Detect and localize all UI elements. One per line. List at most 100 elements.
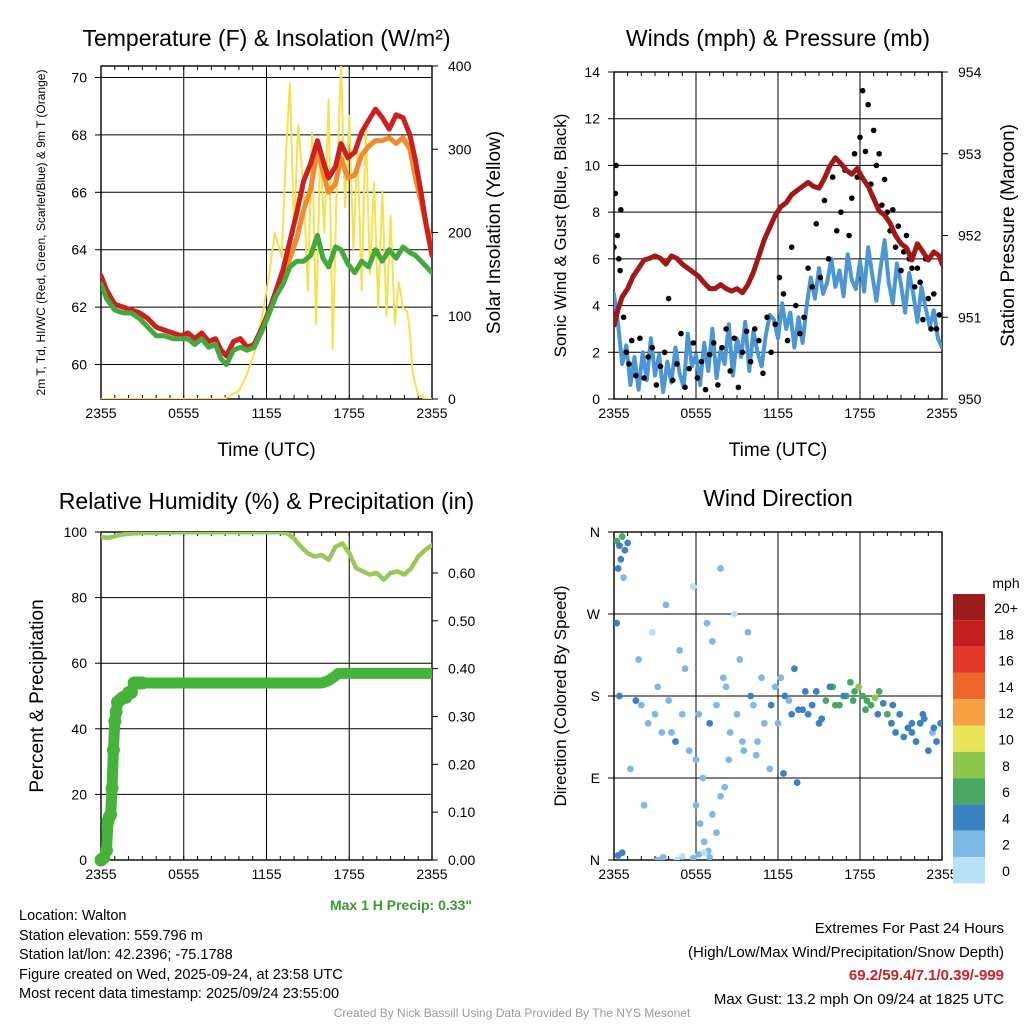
winds-gust-point	[857, 134, 863, 141]
temperature-frame	[100, 65, 433, 400]
wind-direction-point	[754, 738, 761, 745]
humidity-y2tick-label: 0.60	[448, 565, 475, 581]
wind-direction-point	[644, 719, 652, 727]
winds-ytick-label: 4	[592, 298, 600, 314]
humidity-precip-point	[104, 808, 118, 822]
winds-gust-point	[657, 363, 664, 370]
winds-gust-point	[876, 150, 882, 157]
humidity-precip-point	[108, 714, 122, 728]
winds-xtick-label: 2355	[926, 405, 957, 421]
colorbar-swatch	[953, 620, 985, 647]
winds-ytick-label: 12	[584, 111, 600, 127]
credit-line: Created By Nick Bassill Using Data Provi…	[333, 1006, 691, 1020]
wind-direction-point	[624, 539, 632, 547]
winds-gust-point	[617, 267, 623, 274]
humidity-y2tick-label: 0.50	[448, 613, 475, 629]
humidity-precip-point	[109, 705, 123, 719]
winds-gust-point	[788, 244, 795, 250]
wind-direction-point	[678, 710, 686, 718]
winds-ytick-label: 0	[592, 391, 600, 407]
wind_direction-xtick-label: 1155	[763, 866, 793, 882]
colorbar-label: 4	[1002, 810, 1010, 826]
wind-direction-point	[740, 747, 748, 755]
wind-direction-point	[912, 738, 920, 745]
winds-gust-point	[833, 228, 840, 234]
wind-direction-point	[672, 738, 679, 745]
wind-direction-point	[699, 774, 707, 782]
winds-series-station-pressure	[614, 155, 942, 328]
wind-direction-point	[924, 747, 932, 755]
humidity-xtick-label: 1755	[334, 866, 365, 882]
winds-gust-point	[931, 291, 937, 297]
winds-gust-point	[862, 148, 869, 155]
winds-ytick-label: 2	[592, 344, 600, 360]
winds-gust-point	[760, 370, 766, 377]
wind-direction-point	[658, 729, 666, 736]
wind-direction-point	[747, 692, 755, 700]
winds-gust-point	[669, 377, 676, 384]
wind-direction-point	[785, 697, 793, 704]
wind-direction-point	[930, 724, 938, 732]
wind-direction-point	[637, 701, 645, 709]
winds-gust-point	[829, 174, 836, 180]
wind-direction-point	[739, 738, 746, 745]
wind-direction-point	[862, 706, 869, 714]
winds-gust-point	[653, 382, 660, 388]
winds-gust-point	[838, 209, 844, 215]
wind-direction-point	[799, 706, 806, 714]
wind-direction-point	[871, 694, 879, 702]
winds-gust-point	[715, 382, 721, 388]
wind-direction-point	[673, 856, 681, 860]
winds-gust-point	[851, 150, 858, 157]
wind-direction-point	[692, 756, 700, 764]
wind-direction-point	[867, 701, 875, 709]
winds-ytick-label: 14	[584, 64, 600, 80]
wind-direction-point	[627, 765, 634, 773]
wind-direction-point	[908, 729, 916, 736]
wind-direction-point	[620, 574, 627, 581]
winds-gust-point	[678, 330, 684, 337]
wind-direction-point	[875, 688, 883, 695]
wind-direction-point	[618, 533, 626, 540]
humidity-precip-point	[135, 676, 149, 690]
temperature-ytick-label: 66	[71, 184, 87, 200]
colorbar-swatch	[953, 857, 985, 884]
wind-direction-point	[933, 738, 940, 745]
winds-gust-point	[797, 330, 803, 337]
wind-direction-point	[900, 733, 908, 741]
wind-direction-point	[863, 697, 871, 704]
colorbar-label: 20+	[994, 600, 1018, 616]
temperature-xtick-label: 0555	[168, 405, 199, 421]
colorbar-swatch	[953, 699, 985, 726]
winds-gust-point	[743, 328, 750, 335]
colorbar-label: 10	[998, 732, 1014, 748]
winds-xlabel: Time (UTC)	[729, 440, 828, 461]
wind-direction-point	[883, 710, 891, 718]
winds-gust-point	[859, 87, 866, 94]
wind-direction-point	[648, 628, 656, 636]
colorbar-swatch	[953, 778, 985, 805]
wind-direction-point	[788, 710, 796, 718]
winds-gust-point	[731, 335, 738, 342]
temperature-y2tick-label: 300	[448, 141, 472, 157]
humidity-grid	[95, 531, 438, 861]
wind-direction-point	[777, 674, 785, 682]
winds-gust-point	[739, 349, 746, 356]
winds-y2tick-label: 953	[958, 146, 982, 162]
wind_direction-xtick-label: 2355	[926, 866, 957, 882]
temperature-ytick-label: 70	[71, 69, 87, 85]
winds-gust-point	[614, 232, 621, 239]
winds-gust-point	[776, 274, 783, 281]
wind-direction-point	[766, 765, 774, 773]
winds-gust-point	[911, 284, 918, 290]
wind-direction-point	[706, 719, 714, 727]
winds-gust-point	[849, 195, 855, 201]
winds-gust-point	[645, 354, 651, 360]
winds-title: Winds (mph) & Pressure (mb)	[626, 25, 930, 51]
colorbar-label: 18	[998, 626, 1014, 642]
wind_direction-xtick-label: 0555	[680, 866, 711, 882]
humidity-max-precip-annotation: Max 1 H Precip: 0.33"	[330, 897, 472, 913]
wind_direction-title: Wind Direction	[703, 485, 853, 511]
wind_direction-xtick-label: 1755	[844, 866, 875, 882]
wind_direction-ytick-label: S	[591, 688, 600, 704]
